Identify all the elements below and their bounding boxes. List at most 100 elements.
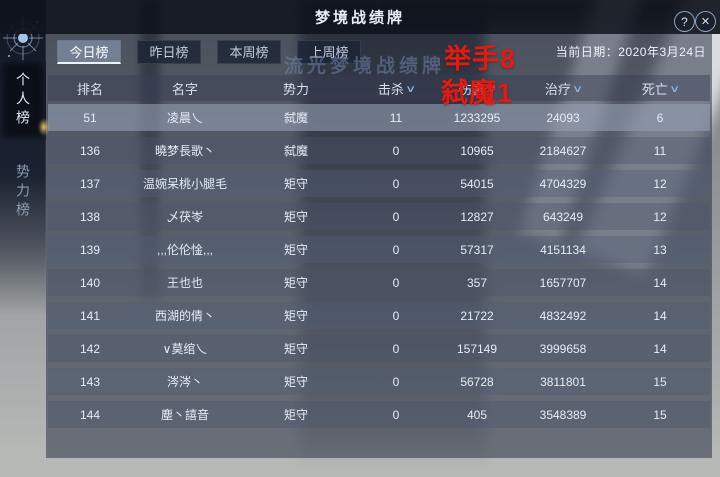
cell-name: 曉梦長歌丶: [154, 144, 215, 158]
cell-deaths: 11: [653, 143, 667, 158]
cell-kills: 0: [392, 209, 400, 224]
cell-rank: 139: [79, 242, 101, 257]
cell-rank: 137: [79, 176, 101, 191]
cell-healing: 4151134: [540, 242, 586, 257]
table-row[interactable]: 142 ∨莫绾乀 矩守 0 157149 3999658 14: [48, 335, 710, 362]
cell-damage: 1233295: [453, 110, 501, 125]
cell-rank: 144: [79, 407, 101, 422]
cell-rank: 141: [79, 308, 101, 323]
period-tabs: 今日榜 昨日榜 本周榜 上周榜: [57, 40, 361, 64]
table-row[interactable]: 141 西湖的倩丶 矩守 0 21722 4832492 14: [48, 302, 710, 329]
sort-chevron-icon[interactable]: ∨: [669, 83, 681, 95]
sort-chevron-icon[interactable]: ∨: [405, 83, 417, 95]
cell-damage: 57317: [460, 242, 494, 257]
cell-healing: 643249: [542, 209, 584, 224]
column-header-label: 势力: [282, 81, 309, 97]
cell-faction: 矩守: [283, 342, 308, 356]
column-header-faction: 势力: [238, 75, 354, 101]
cell-name: ,,,伦伦惍,,,: [156, 243, 213, 257]
tab-yesterday[interactable]: 昨日榜: [137, 40, 201, 64]
cell-kills: 0: [392, 143, 400, 158]
cell-damage: 357: [466, 275, 488, 290]
cell-name: 塵丶譆音: [160, 408, 209, 422]
cell-healing: 3811801: [540, 374, 586, 389]
sidebar-item-faction-rank[interactable]: 势力榜: [0, 152, 46, 232]
cell-faction: 矩守: [283, 276, 308, 290]
cell-rank: 140: [79, 275, 101, 290]
table-row[interactable]: 136 曉梦長歌丶 弑魔 0 10965 2184627 11: [48, 137, 710, 164]
column-header-name: 名字: [132, 75, 238, 101]
table-row[interactable]: 140 王也也 矩守 0 357 1657707 14: [48, 269, 710, 296]
cell-healing: 1657707: [539, 275, 587, 290]
cell-deaths: 13: [653, 242, 667, 257]
cell-name: ∨莫绾乀: [162, 342, 208, 356]
table-row[interactable]: 143 涔涔丶 矩守 0 56728 3811801 15: [48, 368, 710, 395]
help-icon: ?: [681, 14, 688, 29]
column-header-damage[interactable]: 伤害 ∨: [438, 75, 516, 101]
cell-damage: 56728: [460, 374, 494, 389]
cell-damage: 21722: [460, 308, 494, 323]
cell-faction: 弑魔: [283, 111, 308, 125]
cell-faction: 矩守: [283, 177, 308, 191]
tab-today[interactable]: 今日榜: [57, 40, 121, 64]
sidebar-item-personal-rank[interactable]: 个人榜: [0, 60, 50, 140]
help-button[interactable]: ?: [674, 11, 695, 32]
cell-deaths: 15: [653, 407, 667, 422]
cell-deaths: 14: [653, 275, 667, 290]
cell-name: 西湖的倩丶: [154, 309, 215, 323]
column-header-deaths[interactable]: 死亡 ∨: [610, 75, 710, 101]
tab-this-week[interactable]: 本周榜: [217, 40, 281, 64]
cell-damage: 157149: [456, 341, 498, 356]
table-header-row: 排名 名字 势力 击杀 ∨ 伤害 ∨ 治疗 ∨ 死亡 ∨: [48, 75, 710, 101]
cell-healing: 3999658: [539, 341, 587, 356]
cell-damage: 54015: [460, 176, 494, 191]
sidebar-item-label: 个人榜: [15, 71, 31, 129]
sort-chevron-icon[interactable]: ∨: [486, 83, 498, 95]
column-header-rank: 排名: [48, 75, 132, 101]
cell-rank: 143: [79, 374, 101, 389]
cell-kills: 0: [392, 176, 400, 191]
panel-watermark: 流光梦境战绩牌: [284, 56, 446, 77]
table-row[interactable]: 137 温婉呆桃小腿毛 矩守 0 54015 4704329 12: [48, 170, 710, 197]
cell-kills: 0: [392, 407, 400, 422]
table-row[interactable]: 138 乄茯岺 矩守 0 12827 643249 12: [48, 203, 710, 230]
cell-healing: 2184627: [539, 143, 587, 158]
cell-kills: 0: [392, 308, 400, 323]
cell-rank: 136: [79, 143, 101, 158]
column-header-kills[interactable]: 击杀 ∨: [354, 75, 438, 101]
table-body: 51 凌晨乀 弑魔 11 1233295 24093 6 136 曉梦長歌丶 弑…: [48, 104, 710, 434]
cell-rank: 51: [83, 110, 97, 125]
tab-last-week[interactable]: 上周榜: [297, 40, 361, 64]
column-header-healing[interactable]: 治疗 ∨: [516, 75, 610, 101]
column-header-label: 排名: [76, 81, 103, 97]
cell-faction: 矩守: [283, 243, 308, 257]
table-row[interactable]: 144 塵丶譆音 矩守 0 405 3548389 15: [48, 401, 710, 428]
column-header-label: 名字: [171, 81, 198, 97]
column-header-label: 治疗: [544, 81, 571, 97]
page-title: 梦境战绩牌: [314, 9, 406, 27]
cell-name: 温婉呆桃小腿毛: [142, 177, 227, 191]
cell-kills: 0: [392, 242, 400, 257]
cell-deaths: 14: [653, 341, 667, 356]
cell-deaths: 15: [653, 374, 667, 389]
cell-deaths: 14: [653, 308, 667, 323]
leaderboard-panel: 今日榜 昨日榜 本周榜 上周榜 当前日期：2020年3月24日 流光梦境战绩牌 …: [46, 34, 712, 458]
sidebar-item-label: 势力榜: [15, 163, 31, 221]
cell-deaths: 12: [653, 209, 667, 224]
left-sidebar: 个人榜 势力榜: [0, 0, 50, 315]
cell-kills: 0: [392, 341, 400, 356]
table-row[interactable]: 51 凌晨乀 弑魔 11 1233295 24093 6: [48, 104, 710, 131]
cell-damage: 405: [466, 407, 488, 422]
table-row[interactable]: 139 ,,,伦伦惍,,, 矩守 0 57317 4151134 13: [48, 236, 710, 263]
close-button[interactable]: ✕: [695, 11, 716, 32]
cell-name: 乄茯岺: [166, 210, 203, 224]
cell-faction: 矩守: [283, 309, 308, 323]
column-header-label: 伤害: [458, 81, 485, 97]
sort-chevron-icon[interactable]: ∨: [572, 83, 584, 95]
cell-kills: 11: [389, 110, 403, 125]
cell-faction: 弑魔: [283, 144, 308, 158]
cell-rank: 138: [79, 209, 101, 224]
red-annotation-line2: 弑魔1: [441, 78, 514, 108]
column-header-label: 死亡: [641, 81, 668, 97]
